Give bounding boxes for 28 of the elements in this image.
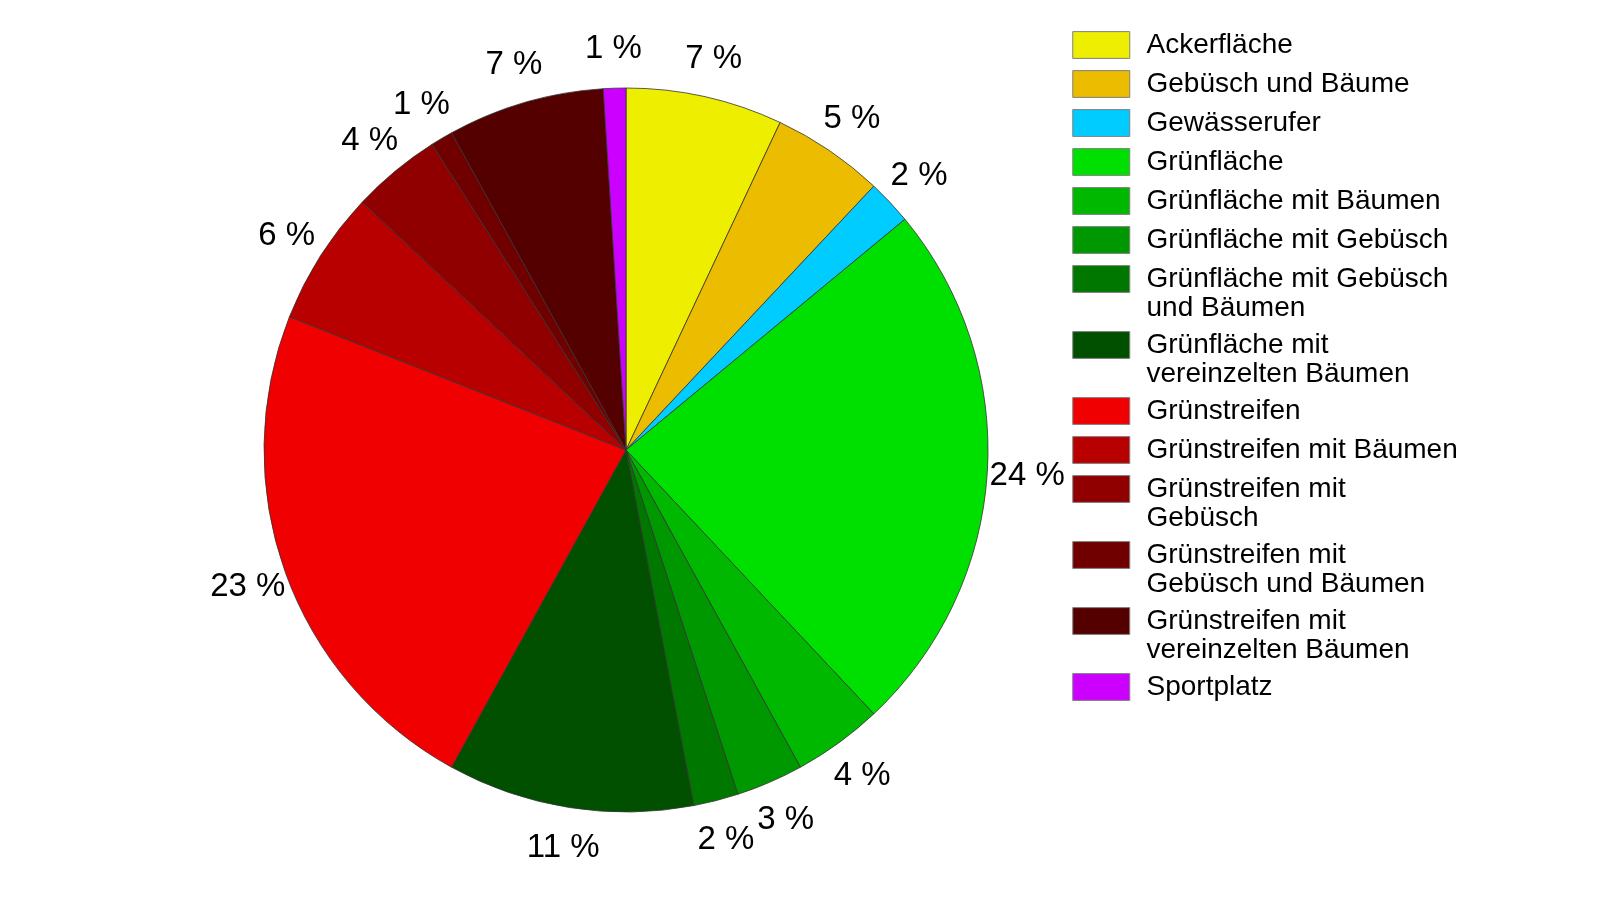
legend-label: Grünfläche mit Gebüsch <box>1146 223 1449 254</box>
data-label: 11 % <box>526 827 600 865</box>
data-label: 1 % <box>392 83 450 121</box>
legend-label: Ackerfläche <box>1146 28 1293 59</box>
legend-label: Gebüsch und Bäume <box>1146 67 1410 98</box>
data-label: 2 % <box>697 819 755 857</box>
legend-label: Grünstreifen <box>1146 394 1301 425</box>
legend-label: Grünstreifen mit Gebüsch und Bäumen <box>1146 538 1426 598</box>
data-label: 4 % <box>341 120 399 158</box>
legend-label: Grünfläche mit Gebüsch und Bäumen <box>1146 262 1449 322</box>
data-label: 7 % <box>485 43 543 81</box>
legend-label: Grünfläche mit Bäumen <box>1146 184 1441 215</box>
data-label: 2 % <box>890 154 948 192</box>
legend-label: Sportplatz <box>1146 670 1273 701</box>
legend-label: Grünstreifen mit vereinzelten Bäumen <box>1146 604 1410 664</box>
legend-label: Grünstreifen mit Bäumen <box>1146 433 1458 464</box>
legend-label: Gewässerufer <box>1146 106 1321 137</box>
data-label: 3 % <box>757 798 815 836</box>
legend-label: Grünfläche <box>1146 145 1284 176</box>
data-label: 7 % <box>685 37 743 75</box>
legend-label: Grünstreifen mit Gebüsch <box>1146 472 1346 532</box>
data-label: 6 % <box>258 214 316 252</box>
legend-label: Grünfläche mit vereinzelten Bäumen <box>1146 328 1410 388</box>
data-label: 4 % <box>833 755 891 793</box>
data-label: 1 % <box>584 28 642 66</box>
data-label: 23 % <box>210 566 286 604</box>
data-label: 5 % <box>823 97 881 135</box>
data-label: 24 % <box>989 455 1065 493</box>
